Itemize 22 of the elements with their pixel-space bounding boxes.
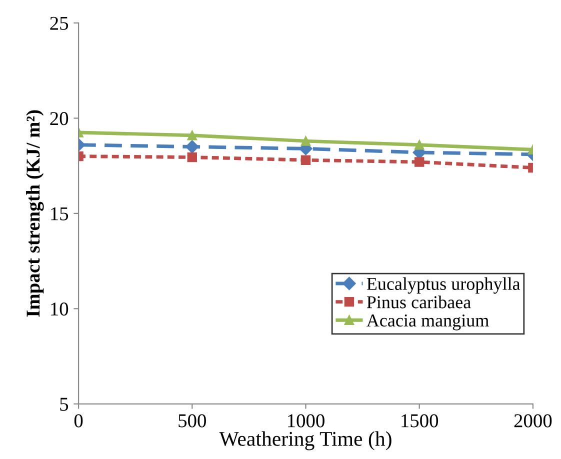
x-tick-label: 500 <box>178 414 206 428</box>
point <box>300 155 311 165</box>
y-tick-label: 5 <box>60 398 68 411</box>
y-axis-title: Impact strength (KJ/ m²) <box>26 110 44 317</box>
y-tick-label: 20 <box>50 112 68 126</box>
x-tick-label: 1500 <box>402 414 438 428</box>
legend-label: Eucalyptus urophylla <box>366 277 520 294</box>
point <box>414 140 424 150</box>
x-tick-label: 2000 <box>514 414 552 428</box>
x-axis-title: Weathering Time (h) <box>219 431 392 450</box>
y-tick-label: 10 <box>51 302 68 316</box>
point <box>187 152 198 162</box>
point <box>186 140 199 154</box>
legend-label: Pinus caribaea <box>366 296 471 308</box>
y-tick-label: 25 <box>50 16 68 30</box>
x-tick-label: 0 <box>74 414 83 428</box>
point <box>300 136 311 146</box>
y-tick-label: 15 <box>51 207 68 220</box>
x-tick-label: 1000 <box>288 414 324 428</box>
legend-label: Acacia mangium <box>366 314 489 330</box>
point <box>414 157 424 167</box>
point <box>187 130 198 140</box>
